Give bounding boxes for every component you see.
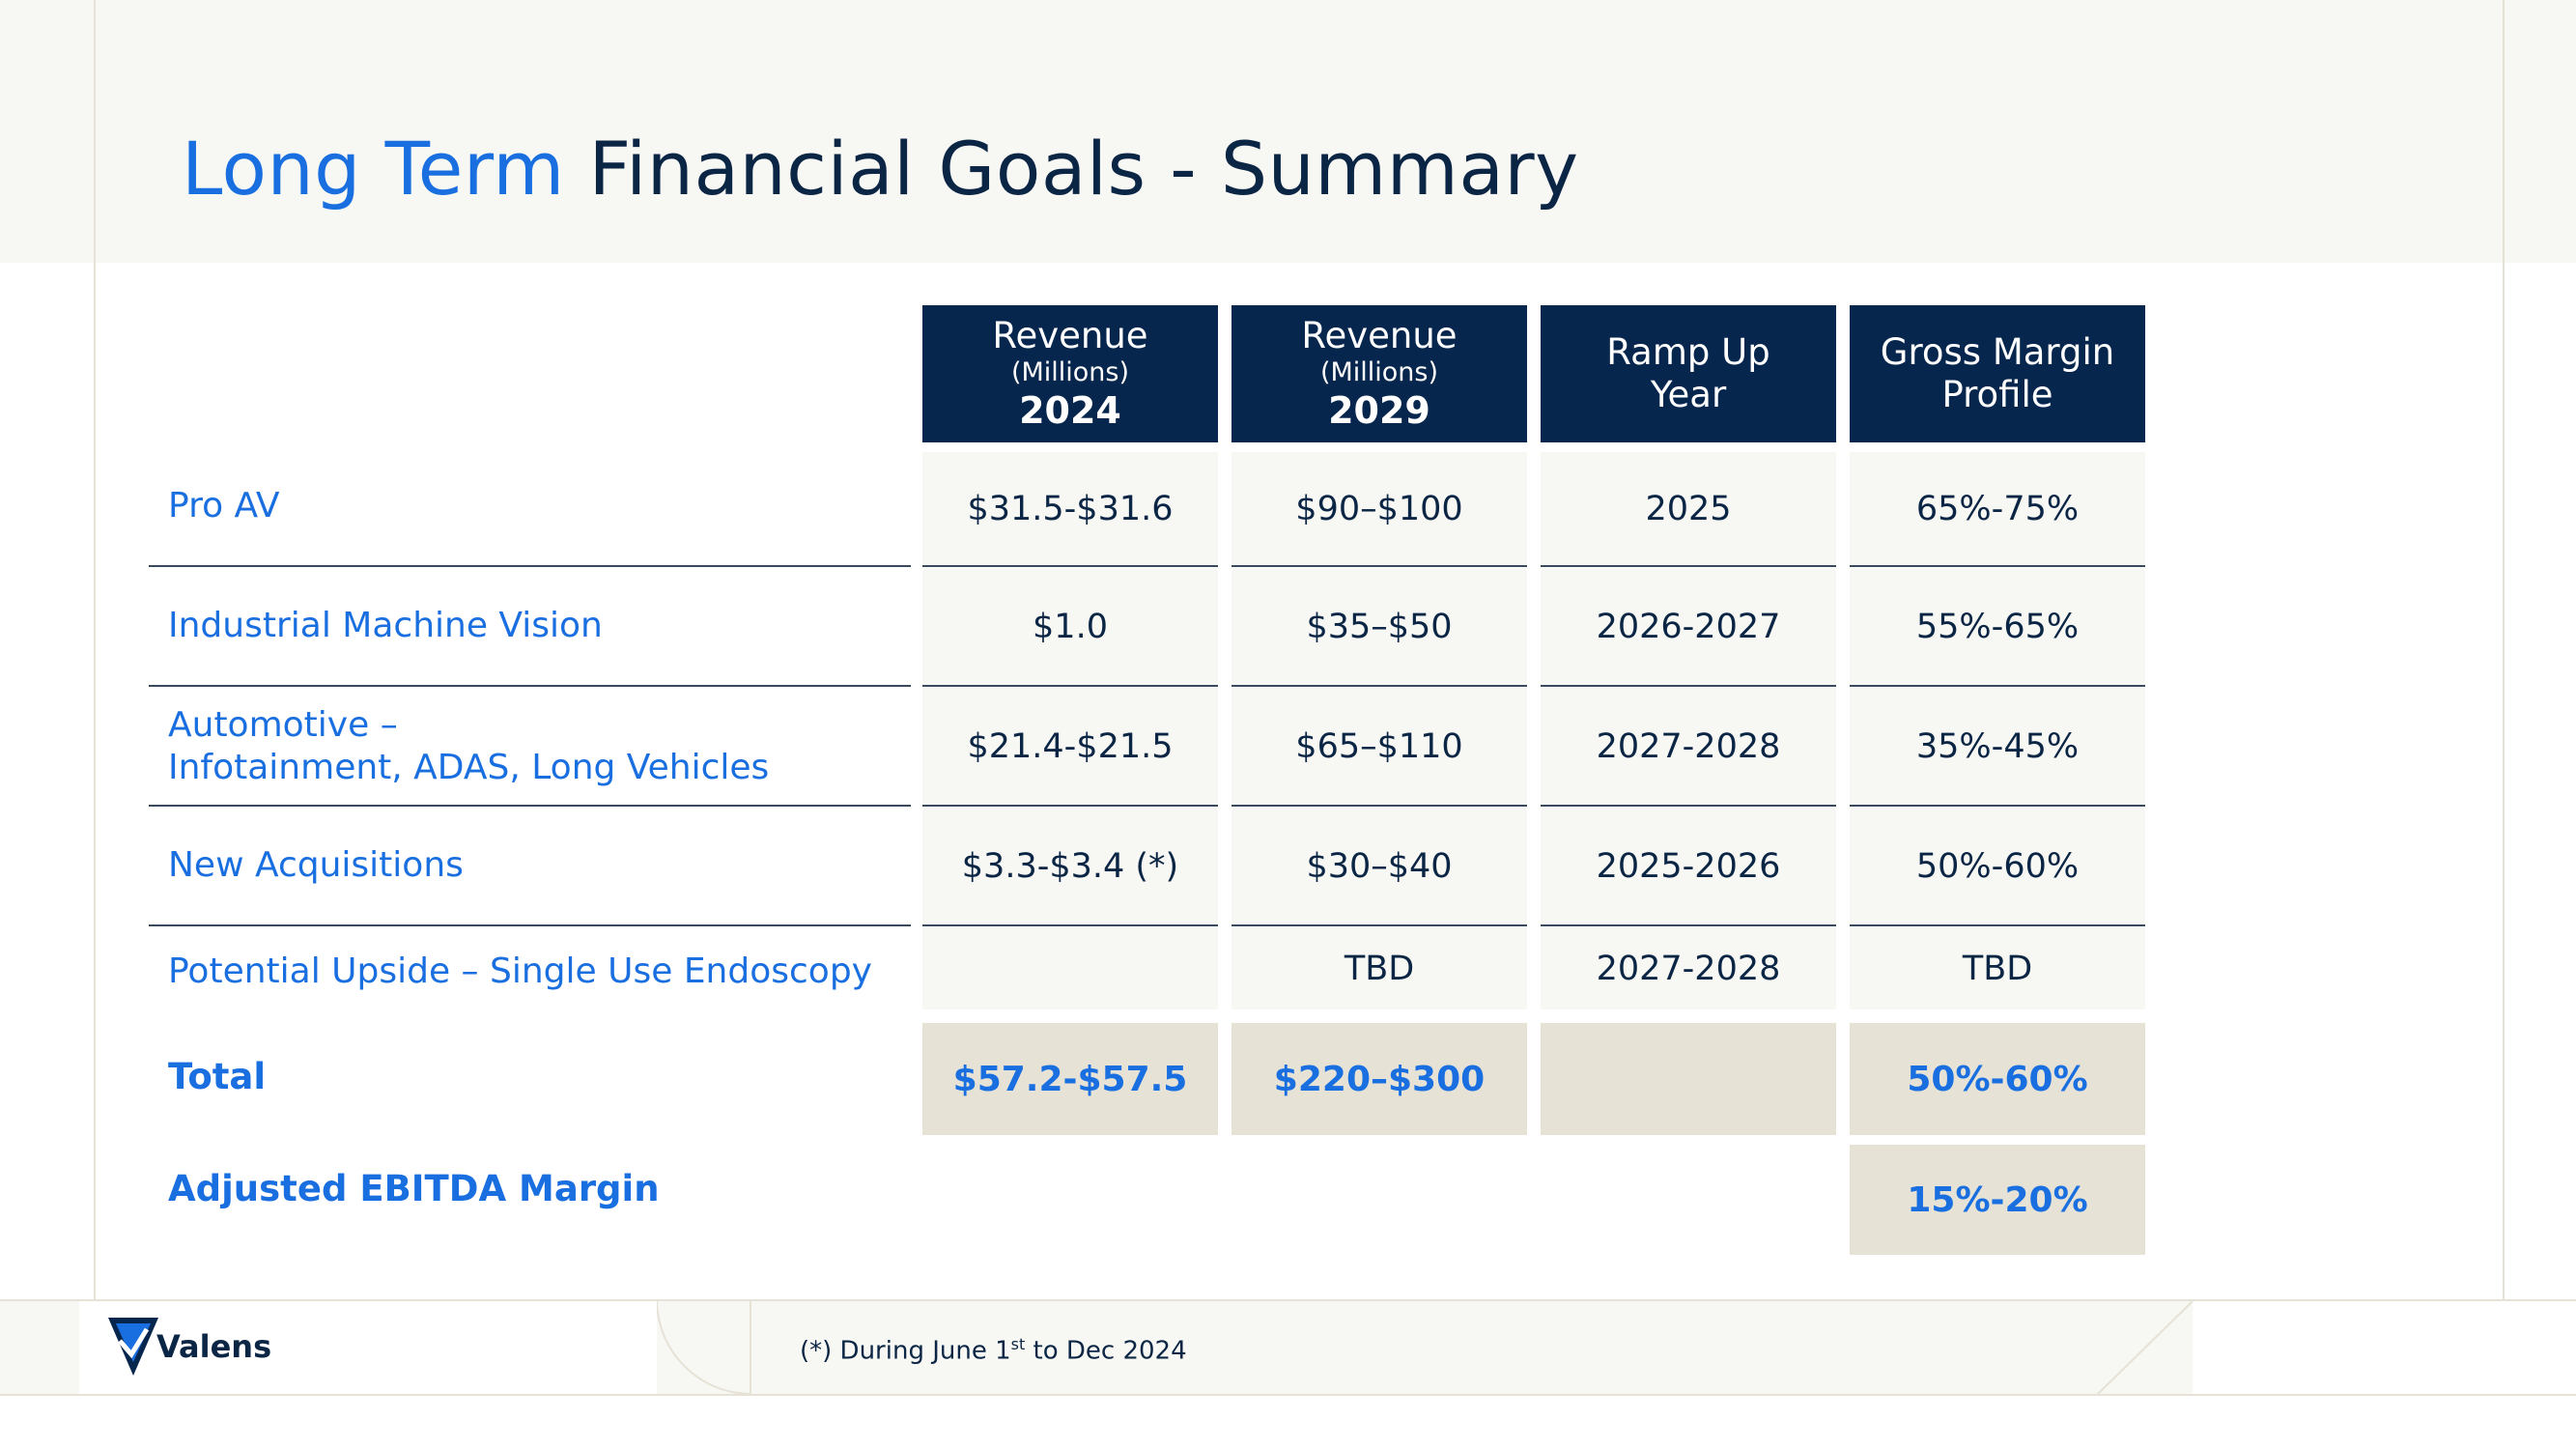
row-label-adjusted-ebitda: Adjusted EBITDA Margin [168,1168,660,1209]
cell-divider [1541,924,1836,926]
right-guide-line [2503,0,2505,1396]
row-label-total: Total [168,1056,267,1097]
cell-divider [1541,685,1836,687]
column-header-ramp-up-year: Ramp Up Year [1541,305,1836,442]
cell-divider [1231,924,1527,926]
table-cell: 35%-45% [1850,688,2145,806]
cell-divider [1850,924,2145,926]
row-label-new-acquisitions: New Acquisitions [168,845,464,885]
valens-logo-icon [108,1318,158,1376]
table-cell: 2026-2027 [1541,568,1836,686]
row-divider [149,685,911,687]
table-cell: $35–$50 [1231,568,1527,686]
table-cell: 2027-2028 [1541,927,1836,1009]
total-cell: $57.2-$57.5 [922,1023,1218,1135]
column-header-revenue-2029: Revenue (Millions) 2029 [1231,305,1527,442]
row-divider [149,924,911,926]
table-cell: 2025 [1541,452,1836,566]
column-header-label: Revenue [992,315,1148,356]
column-header-label: Ramp Up [1606,331,1770,373]
cell-divider [1231,685,1527,687]
footer-band-left [0,1299,79,1396]
footnote-superscript: st [1010,1335,1026,1353]
row-label-line2: Infotainment, ADAS, Long Vehicles [168,748,770,787]
footnote-text-start: (*) During June 1 [800,1336,1011,1366]
page-title: Long Term Financial Goals - Summary [182,126,1579,212]
page-title-accent: Long Term [182,126,565,212]
column-header-label: Revenue [1301,315,1458,356]
total-cell: $220–$300 [1231,1023,1527,1135]
cell-divider [1231,565,1527,567]
row-label-automotive: Automotive – Infotainment, ADAS, Long Ve… [168,704,769,789]
total-cell [1541,1023,1836,1135]
row-label-pro-av: Pro AV [168,486,280,526]
table-cell: $21.4-$21.5 [922,688,1218,806]
total-cell: 50%-60% [1850,1023,2145,1135]
cell-divider [922,685,1218,687]
row-divider [149,805,911,807]
row-label-industrial-machine-vision: Industrial Machine Vision [168,606,603,645]
column-header-revenue-2024: Revenue (Millions) 2024 [922,305,1218,442]
footer-band-right [2193,1299,2576,1396]
cell-divider [1541,565,1836,567]
cell-divider [1850,805,2145,807]
cell-divider [1231,805,1527,807]
column-header-year: 2024 [1019,389,1121,432]
footer-logo-area [79,1299,657,1396]
table-cell: $1.0 [922,568,1218,686]
row-divider [149,565,911,567]
row-label-line1: Automotive – [168,705,398,745]
cell-divider [922,924,1218,926]
cell-divider [1850,685,2145,687]
table-cell: $31.5-$31.6 [922,452,1218,566]
footer-diagonal-decoration [2097,1300,2194,1395]
table-cell: 50%-60% [1850,808,2145,925]
column-header-label-line2: Year [1650,374,1727,415]
page-title-rest: Financial Goals - Summary [588,126,1579,212]
table-cell: 55%-65% [1850,568,2145,686]
column-header-unit: (Millions) [1010,357,1130,387]
row-label-potential-upside: Potential Upside – Single Use Endoscopy [168,952,872,991]
table-cell [922,927,1218,1009]
column-header-label-line2: Profile [1941,374,2053,415]
footer-band-main [657,1299,2193,1396]
table-cell: $65–$110 [1231,688,1527,806]
column-header-unit: (Millions) [1319,357,1439,387]
footer-arc-decoration [657,1299,752,1396]
table-cell: 2025-2026 [1541,808,1836,925]
title-band [0,0,2576,263]
column-header-year: 2029 [1328,389,1430,432]
ebitda-cell: 15%-20% [1850,1145,2145,1255]
footnote: (*) During June 1st to Dec 2024 [800,1335,1187,1366]
valens-logo-text: Valens [156,1328,272,1365]
valens-logo: Valens [106,1316,271,1378]
table-cell: $3.3-$3.4 (*) [922,808,1218,925]
table-cell: $90–$100 [1231,452,1527,566]
cell-divider [922,565,1218,567]
table-cell: $30–$40 [1231,808,1527,925]
table-cell: 2027-2028 [1541,688,1836,806]
table-cell: TBD [1850,927,2145,1009]
column-header-label: Gross Margin [1880,331,2115,373]
cell-divider [1541,805,1836,807]
left-guide-line [94,0,96,1396]
cell-divider [1850,565,2145,567]
cell-divider [922,805,1218,807]
table-cell: TBD [1231,927,1527,1009]
column-header-gross-margin: Gross Margin Profile [1850,305,2145,442]
table-cell: 65%-75% [1850,452,2145,566]
footnote-text-end: to Dec 2024 [1025,1336,1187,1366]
